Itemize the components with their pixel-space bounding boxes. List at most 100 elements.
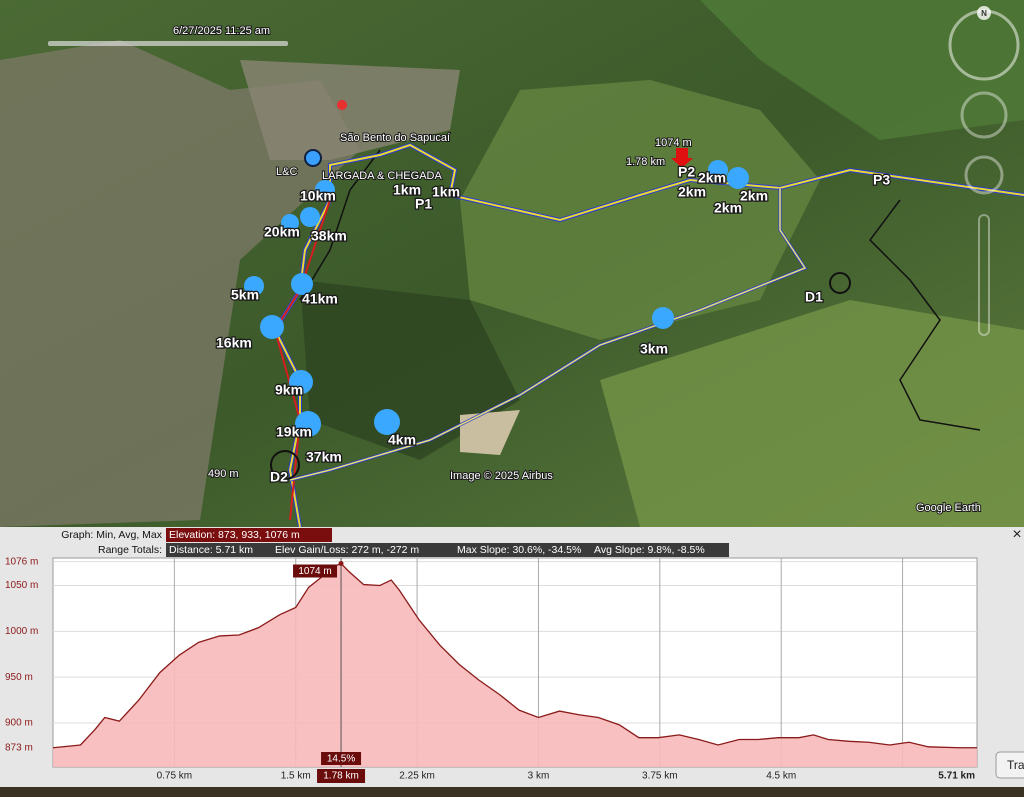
town-area xyxy=(0,40,360,527)
info-value: Distance: 5.71 km xyxy=(169,544,253,556)
y-tick-label: 1050 m xyxy=(5,580,38,591)
km-label: 3km xyxy=(640,341,668,357)
dot[interactable] xyxy=(652,307,674,329)
copyright: Image © 2025 Airbus xyxy=(450,470,553,482)
km-label: 37km xyxy=(306,449,342,465)
elevation-line xyxy=(52,562,977,749)
area-fill xyxy=(53,563,977,767)
look-control[interactable] xyxy=(960,91,1008,139)
close-button[interactable]: × xyxy=(1012,526,1021,543)
move-control[interactable] xyxy=(964,155,1004,195)
dot[interactable] xyxy=(295,411,321,437)
x-tick-label: 5.71 km xyxy=(938,771,975,782)
info-value: Avg Slope: 9.8%, -8.5% xyxy=(594,544,705,556)
y-tick-label: 900 m xyxy=(5,718,33,729)
time-slider[interactable] xyxy=(48,41,288,46)
elevation-label: 490 m xyxy=(208,468,239,480)
dot[interactable] xyxy=(727,167,749,189)
waypoint-loop xyxy=(829,272,851,294)
km-label: 9km xyxy=(275,382,303,398)
km-label: 2km xyxy=(740,188,768,204)
y-tick-label: 1000 m xyxy=(5,626,38,637)
x-tick-label: 0.75 km xyxy=(157,771,193,782)
compass-needle xyxy=(977,6,991,20)
place-label: LARGADA & CHEGADA xyxy=(322,170,442,182)
point-label: D1 xyxy=(805,289,823,305)
km-label: 2km xyxy=(714,200,742,216)
x-tick-label: 2.25 km xyxy=(399,771,435,782)
km-label: 5km xyxy=(231,287,259,303)
tour-button[interactable] xyxy=(995,751,1024,779)
info-value: Max Slope: 30.6%, -34.5% xyxy=(457,544,581,556)
point-label: P3 xyxy=(873,172,890,188)
dot[interactable] xyxy=(374,409,400,435)
point-label: P1 xyxy=(415,196,432,212)
point-label: D2 xyxy=(270,469,288,485)
hill xyxy=(460,80,820,340)
km-label: 41km xyxy=(302,291,338,307)
map-labels: São Bento do Sapucaí LARGADA & CHEGADA L… xyxy=(207,131,892,486)
x-tick-label: 3 km xyxy=(528,771,550,782)
dot[interactable] xyxy=(244,276,264,296)
info-box xyxy=(166,543,729,557)
x-tick-label: 4.5 km xyxy=(766,771,796,782)
pasture xyxy=(600,300,1024,527)
km-label: 1km xyxy=(432,184,460,200)
track xyxy=(869,199,981,431)
route xyxy=(289,188,807,481)
km-label: 38km xyxy=(311,228,347,244)
info-value: Elev Gain/Loss: 272 m, -272 m xyxy=(275,544,419,556)
distance-label: 1.78 km xyxy=(626,156,665,168)
dot[interactable] xyxy=(708,160,728,180)
position-marker xyxy=(671,148,693,168)
km-label: 4km xyxy=(388,432,416,448)
cursor-x-box xyxy=(317,769,366,783)
x-tick-label: 3.75 km xyxy=(642,771,678,782)
point-label: P2 xyxy=(678,164,695,180)
dot[interactable] xyxy=(300,207,320,227)
km-label: 16km xyxy=(216,335,252,351)
dot[interactable] xyxy=(291,273,313,295)
cursor-slope-box xyxy=(321,752,362,765)
place-label: L&C xyxy=(276,166,297,178)
cursor-slope-label: 14.5% xyxy=(327,754,355,765)
waypoint-loop xyxy=(270,450,300,480)
km-label: 20km xyxy=(264,224,300,240)
zoom-slider[interactable] xyxy=(978,214,990,336)
info-value: Elevation: 873, 933, 1076 m xyxy=(169,529,300,541)
cursor-value-label: 1074 m xyxy=(298,566,331,577)
timestamp: 6/27/2025 11:25 am xyxy=(173,25,270,37)
dot[interactable] xyxy=(281,214,299,232)
clearing xyxy=(460,410,520,455)
place-label: São Bento do Sapucaí xyxy=(340,132,450,144)
km-label: 2km xyxy=(678,184,706,200)
track xyxy=(299,149,381,301)
x-tick-label: 1.5 km xyxy=(281,771,311,782)
km-label: 19km xyxy=(276,424,312,440)
cursor-point xyxy=(338,561,344,566)
dot[interactable] xyxy=(289,370,313,394)
photo-dots xyxy=(244,149,749,437)
info-label: Graph: Min, Avg, Max xyxy=(61,529,163,541)
map-view[interactable]: 6/27/2025 11:25 am N São Bento do Sapuca… xyxy=(0,0,1024,528)
dot[interactable] xyxy=(304,149,322,167)
km-label: 10km xyxy=(300,188,336,204)
y-tick-label: 873 m xyxy=(5,742,33,753)
dot[interactable] xyxy=(260,315,284,339)
dot[interactable] xyxy=(315,180,335,200)
y-tick-label: 1076 m xyxy=(5,556,38,567)
place-pin xyxy=(337,100,348,122)
map-strip xyxy=(0,787,1024,797)
info-box xyxy=(166,528,332,542)
info-label: Range Totals: xyxy=(98,544,162,556)
km-label: 2km xyxy=(698,170,726,186)
elevation-label: 1074 m xyxy=(655,137,692,149)
cursor-x-label: 1.78 km xyxy=(323,771,359,782)
km-label: 1km xyxy=(393,182,421,198)
tour-button-label: Tra xyxy=(1007,758,1024,772)
compass-label: N xyxy=(981,9,987,18)
town-center xyxy=(240,60,460,160)
brand: Google Earth xyxy=(916,502,981,514)
cursor-value-box xyxy=(293,564,338,578)
nav-controls: N xyxy=(948,6,1020,336)
